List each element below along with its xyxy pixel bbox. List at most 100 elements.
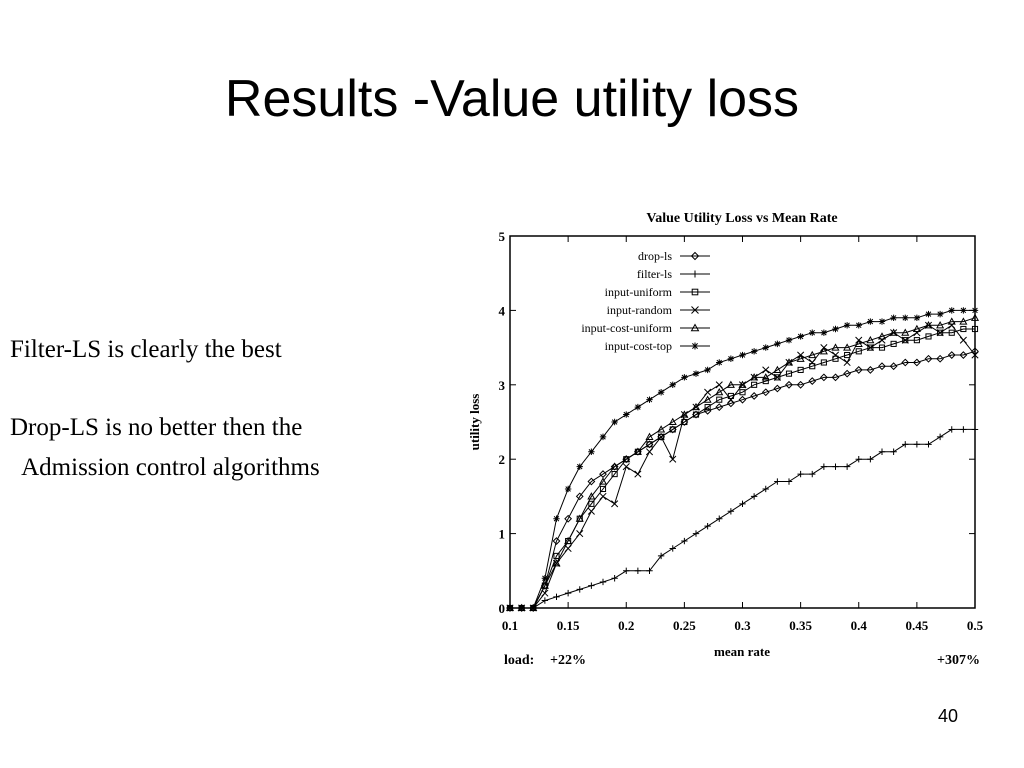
data-point bbox=[831, 351, 840, 359]
bullet-list: Filter-LS is clearly the best Drop-LS is… bbox=[10, 330, 450, 488]
data-point bbox=[774, 478, 781, 485]
axis-ticks: 0.1 0.15 0.2 0.25 0.3 0.35 0.4 0.45 0.5 0 1 2 3 4 5 bbox=[499, 229, 984, 633]
data-point bbox=[867, 456, 874, 463]
data-point bbox=[761, 388, 770, 397]
data-point bbox=[634, 567, 642, 574]
data-point bbox=[843, 343, 852, 351]
data-point bbox=[633, 447, 642, 455]
data-point bbox=[634, 403, 642, 411]
data-point bbox=[948, 329, 955, 336]
data-point bbox=[808, 358, 816, 367]
series-layer bbox=[505, 307, 980, 612]
data-point bbox=[855, 348, 862, 355]
data-point bbox=[890, 314, 897, 322]
data-point bbox=[889, 328, 898, 336]
data-point bbox=[715, 403, 724, 412]
data-point bbox=[588, 500, 595, 507]
data-point bbox=[901, 328, 910, 336]
data-point bbox=[878, 448, 886, 455]
legend-label: drop-ls bbox=[638, 249, 672, 263]
data-point bbox=[785, 370, 793, 377]
data-point bbox=[599, 433, 607, 441]
x-tick-label: 0.45 bbox=[906, 618, 929, 633]
data-point bbox=[970, 313, 980, 321]
data-point bbox=[796, 380, 805, 389]
data-point bbox=[867, 344, 874, 351]
data-point bbox=[959, 351, 968, 359]
data-point bbox=[669, 455, 677, 463]
data-point bbox=[866, 335, 875, 344]
series-line bbox=[510, 328, 975, 609]
data-point bbox=[809, 470, 816, 478]
data-point bbox=[681, 374, 688, 381]
data-point bbox=[773, 373, 781, 381]
data-point bbox=[819, 347, 828, 355]
series-input-cost-top bbox=[506, 307, 979, 612]
plot-frame bbox=[509, 235, 976, 609]
data-point bbox=[971, 426, 979, 433]
data-point bbox=[587, 507, 595, 515]
data-point bbox=[890, 340, 897, 347]
data-point bbox=[936, 310, 944, 318]
data-point bbox=[936, 354, 945, 363]
data-point bbox=[796, 354, 805, 362]
data-point bbox=[518, 604, 525, 612]
data-point bbox=[832, 325, 839, 333]
bullet-filter-ls: Filter-LS is clearly the best bbox=[10, 336, 282, 363]
data-point bbox=[947, 317, 956, 325]
data-point bbox=[866, 344, 874, 352]
data-point bbox=[704, 404, 711, 411]
data-point bbox=[564, 536, 573, 545]
data-point bbox=[843, 369, 852, 378]
data-point bbox=[564, 589, 572, 597]
data-point bbox=[716, 396, 723, 403]
data-point bbox=[727, 508, 735, 515]
x-tick-label: 0.3 bbox=[734, 618, 751, 633]
data-point bbox=[773, 365, 782, 373]
data-point bbox=[690, 251, 700, 261]
data-point bbox=[553, 552, 560, 559]
data-point bbox=[831, 373, 840, 382]
data-point bbox=[889, 362, 898, 371]
data-point bbox=[622, 454, 631, 463]
y-tick-label: 0 bbox=[499, 601, 506, 616]
data-point bbox=[831, 343, 840, 351]
data-point bbox=[623, 567, 630, 574]
data-point bbox=[692, 530, 700, 537]
data-point bbox=[912, 324, 921, 333]
data-point bbox=[669, 426, 676, 433]
data-point bbox=[645, 448, 654, 456]
data-point bbox=[575, 492, 584, 501]
data-point bbox=[877, 332, 887, 340]
data-point bbox=[878, 362, 886, 371]
data-point bbox=[819, 373, 828, 382]
data-point bbox=[703, 395, 712, 403]
data-point bbox=[937, 329, 944, 336]
data-point bbox=[843, 322, 851, 329]
chart-title: Value Utility Loss vs Mean Rate bbox=[646, 211, 837, 226]
data-point bbox=[669, 381, 676, 388]
data-point bbox=[832, 463, 839, 470]
y-tick-label: 1 bbox=[499, 527, 506, 542]
data-point bbox=[704, 388, 712, 396]
data-point bbox=[739, 500, 746, 508]
data-point bbox=[902, 441, 909, 448]
data-point bbox=[854, 339, 863, 347]
legend-label: input-random bbox=[607, 303, 673, 317]
data-point bbox=[844, 351, 851, 359]
data-point bbox=[564, 514, 573, 523]
data-point bbox=[552, 537, 561, 545]
data-point bbox=[854, 366, 863, 374]
data-point bbox=[750, 493, 758, 500]
data-point bbox=[925, 333, 932, 340]
data-point bbox=[797, 470, 804, 478]
data-point bbox=[657, 389, 665, 396]
data-point bbox=[762, 344, 769, 351]
data-point bbox=[739, 351, 746, 359]
data-point bbox=[808, 377, 817, 385]
data-point bbox=[691, 306, 699, 314]
data-point bbox=[797, 333, 804, 340]
series-line bbox=[510, 317, 976, 609]
data-point bbox=[913, 337, 920, 344]
data-point bbox=[680, 410, 689, 418]
